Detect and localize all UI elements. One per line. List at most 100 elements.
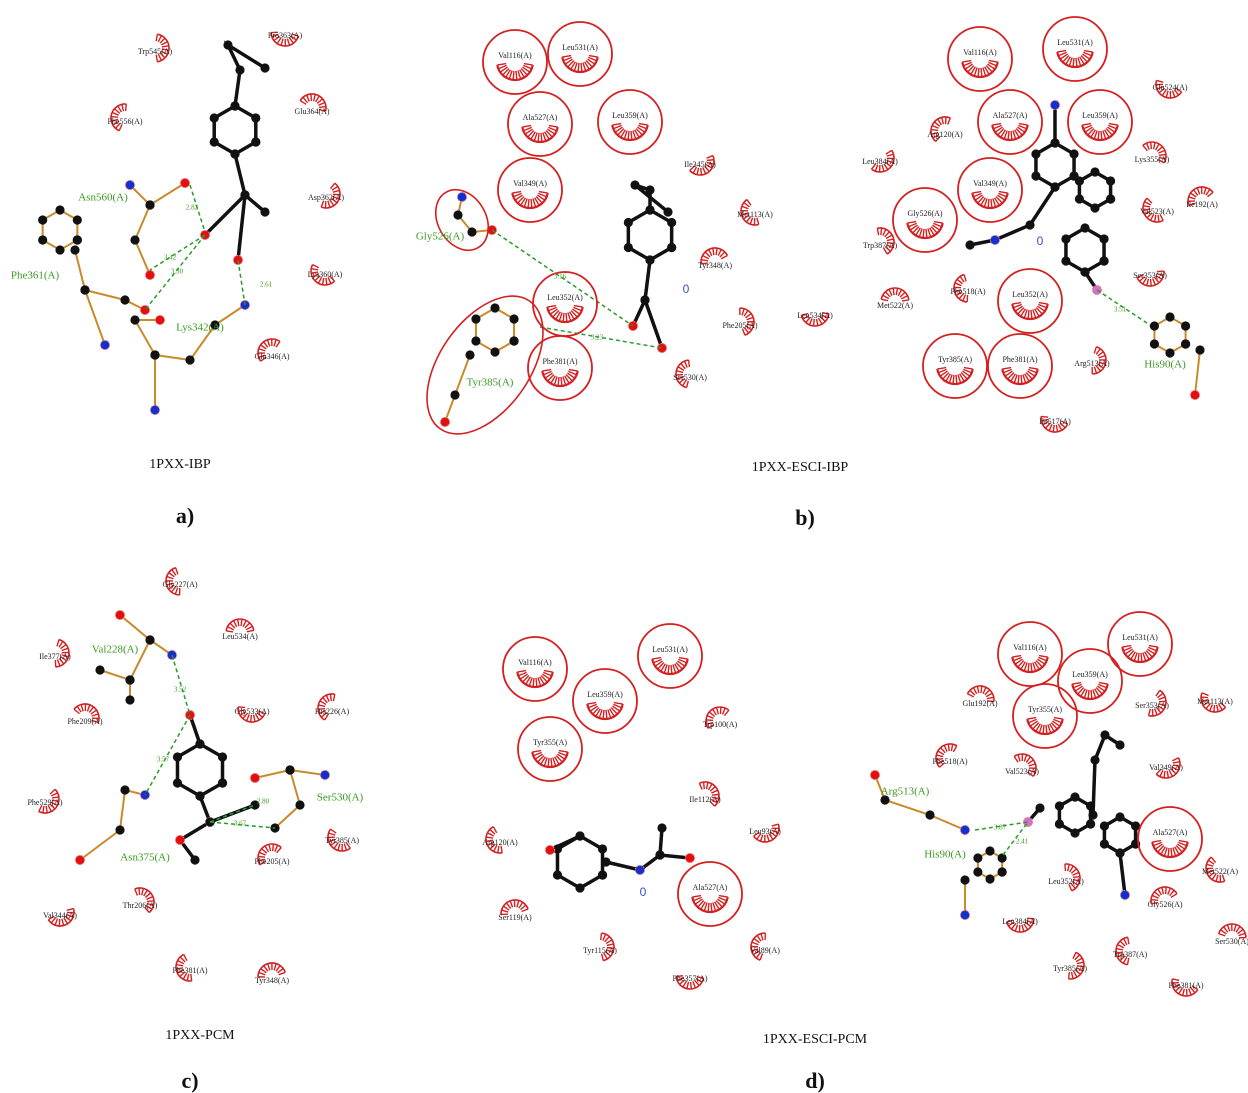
atom [1055,819,1064,828]
arc-spoke [169,573,175,577]
arc-spoke [747,317,754,319]
arc-spoke [1168,848,1169,857]
circle-marker [533,272,597,336]
arc-spoke [1202,693,1209,696]
arc-spoke [538,133,539,142]
atom [120,785,129,794]
atom [251,113,260,122]
atom [1195,345,1204,354]
atom [1115,848,1124,857]
arc-spoke [946,117,947,124]
arc-spoke [1151,279,1152,286]
arc-spoke [718,249,721,255]
arc-spoke [276,341,280,347]
circle-marker [483,30,547,94]
hbond-residue-label: Val228(A) [92,644,139,656]
arc-spoke [558,377,559,386]
arc-spoke [145,893,150,898]
residue-label: Leu352(A) [1048,877,1084,886]
arc-spoke [972,192,981,194]
bond [238,195,245,260]
arc-spoke [747,200,751,206]
distance-label: 3.16 [554,273,567,281]
atom [155,315,164,324]
arc-spoke [259,973,266,975]
arc-spoke [1147,143,1150,149]
arc-spoke [744,203,750,207]
arc-spoke [684,361,687,367]
arc-spoke [122,104,124,111]
residue-label: Ala527(A) [1153,828,1188,837]
atom [465,350,474,359]
residue-label: Phe381(A) [1168,981,1203,990]
atom [218,778,227,787]
atom [998,853,1007,862]
residue-label: Pro363(A) [268,31,303,40]
residue-label: Ser530(A) [673,373,707,382]
arc-spoke [1073,952,1076,958]
arc-spoke [1018,755,1020,762]
hbond-residue-label: Ser530(A) [317,792,364,804]
distance-label: 3.57 [157,756,170,764]
atom [645,255,654,264]
arc-spoke [1076,58,1077,67]
arc-spoke [1053,425,1054,432]
arc-spoke [43,806,44,813]
atom [1075,194,1084,203]
arc-spoke [1070,866,1074,872]
arc-spoke [687,982,689,989]
arc-spoke [1124,939,1127,945]
arc-spoke [275,845,278,851]
atom [667,243,676,252]
atom [260,207,269,216]
circle-marker [1013,684,1077,748]
atom [75,855,84,864]
figure: Trp545(A)Pro363(A)Phe556(A)Glu364(A)Asp3… [0,0,1248,1093]
arc-spoke [898,290,901,296]
atom [965,240,974,249]
residue-label: Ile345(A) [684,160,716,169]
residue-label: Phe381(A) [1002,355,1037,364]
atom [1090,203,1099,212]
atom [100,340,109,349]
arc-spoke [574,306,583,308]
atom [1100,821,1109,830]
atom [960,910,969,919]
arc-spoke [1029,764,1036,766]
atom [645,185,654,194]
arc-spoke [973,688,976,694]
residue-label: Leu534(A) [222,632,258,641]
atom [73,215,82,224]
arc-spoke [1075,955,1080,960]
distance-label: 3.67 [234,820,247,828]
distance-label: 2.61 [260,281,273,289]
atom [125,180,134,189]
atom [553,870,562,879]
residue-label: Phe518(A) [932,757,967,766]
arc-spoke [1172,758,1178,761]
arc-spoke [926,229,927,238]
residue-label: Val116(A) [963,48,997,57]
atom [175,835,184,844]
arc-spoke [816,319,817,326]
marker-label: 0 [683,282,690,296]
atom [490,347,499,356]
bond [1195,350,1200,395]
hbond-residue-label: Asn375(A) [120,852,170,864]
atom [960,825,969,834]
arc-spoke [323,278,324,285]
residue-label: Val116(A) [1013,643,1047,652]
atom [195,791,204,800]
residue-label: Arg120(A) [927,130,963,139]
circle-marker [678,862,742,926]
arc-spoke [273,844,274,851]
arc-spoke [953,375,954,384]
arc-spoke [320,701,326,705]
atom [320,770,329,779]
arc-spoke [1012,303,1021,305]
arc-spoke [1221,930,1227,934]
atom [663,207,672,216]
arc-spoke [1039,656,1048,658]
atom [575,831,584,840]
atom [251,137,260,146]
